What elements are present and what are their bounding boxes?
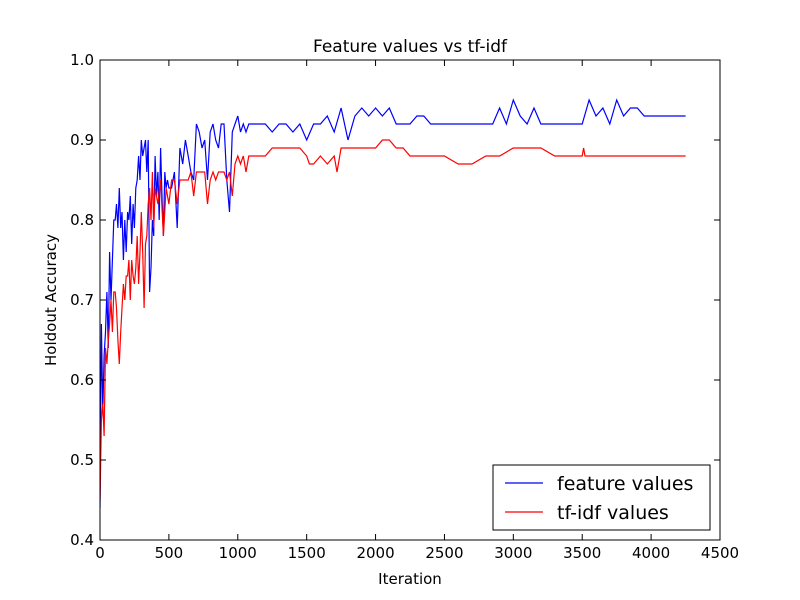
x-axis: 0 500 1000 1500 2000 2500 3000 3500 4000 4500 (95, 60, 739, 562)
legend-box (492, 464, 711, 531)
x-tick-label: 3000 (494, 544, 532, 562)
x-tick-label: 2000 (356, 544, 394, 562)
legend: feature values tf-idf values (492, 464, 711, 531)
x-tick-label: 4500 (701, 544, 739, 562)
legend-label-tf-idf-values: tf-idf values (557, 502, 669, 524)
x-tick-label: 1500 (288, 544, 326, 562)
series-line-feature-values (100, 98, 686, 509)
chart-title: Feature values vs tf-idf (313, 37, 508, 57)
series-line-tf-idf-values (100, 139, 686, 501)
y-tick-label: 0.6 (70, 371, 94, 389)
x-tick-label: 0 (95, 544, 105, 562)
x-tick-label: 2500 (425, 544, 463, 562)
plot-area (100, 98, 686, 509)
y-tick-label: 0.7 (70, 291, 94, 309)
x-tick-label: 4000 (632, 544, 670, 562)
y-tick-label: 1.0 (70, 51, 94, 69)
x-tick-label: 3500 (563, 544, 601, 562)
y-tick-label: 0.8 (70, 211, 94, 229)
y-axis: 0.4 0.5 0.6 0.7 0.8 0.9 1.0 (70, 51, 720, 549)
y-tick-label: 0.9 (70, 131, 94, 149)
y-tick-label: 0.5 (70, 451, 94, 469)
x-axis-label: Iteration (378, 570, 442, 588)
y-tick-label: 0.4 (70, 531, 94, 549)
legend-label-feature-values: feature values (557, 473, 693, 495)
x-tick-label: 1000 (219, 544, 257, 562)
x-tick-label: 500 (155, 544, 184, 562)
y-axis-label: Holdout Accuracy (42, 234, 60, 366)
